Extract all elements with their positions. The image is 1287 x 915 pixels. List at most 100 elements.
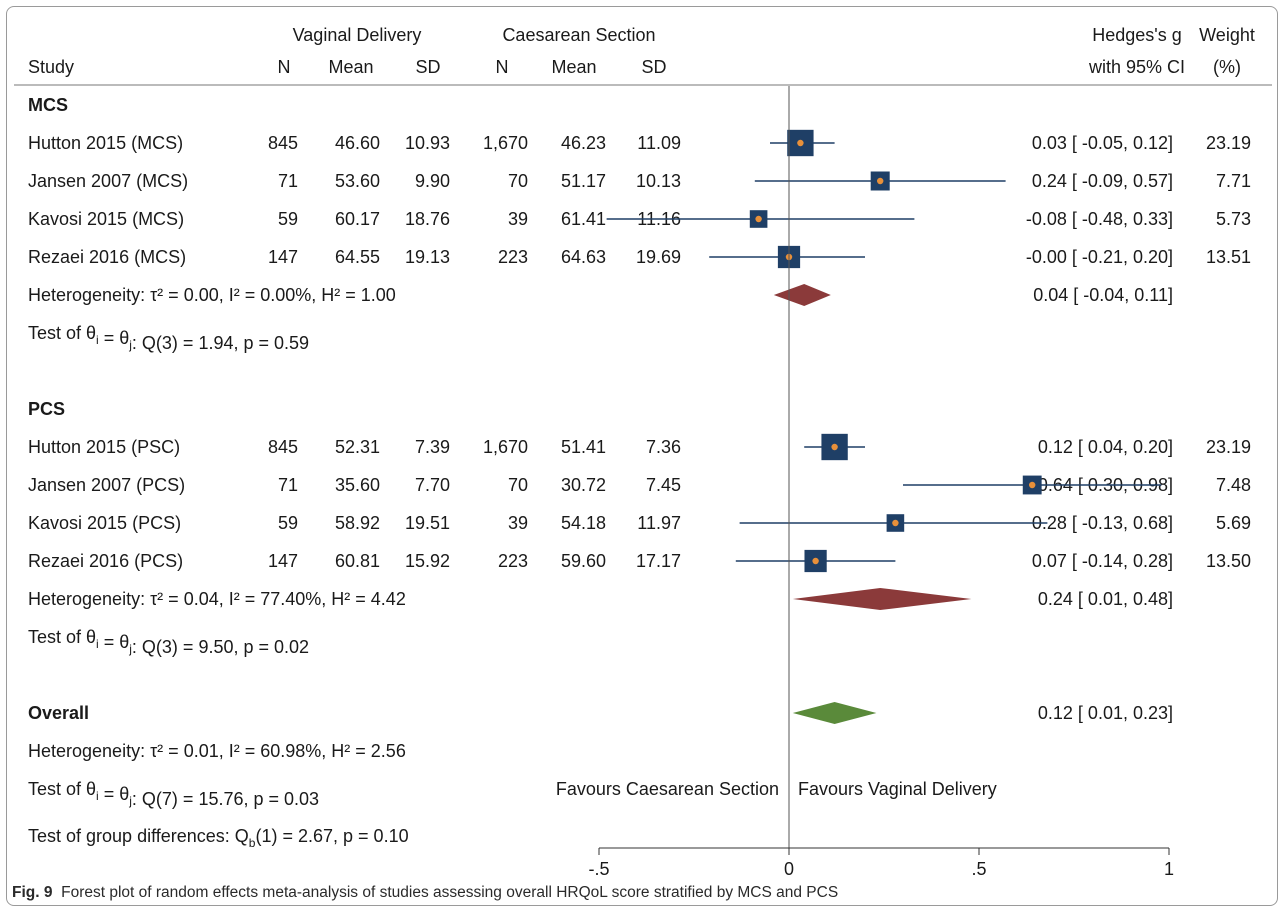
ci-text: 0.03 [ -0.05, 0.12] [1032,133,1173,153]
vd-sd-cell: 10.93 [405,133,450,153]
cs-n-cell: 70 [508,171,528,191]
study-point [1029,481,1036,489]
header-study: Study [28,57,74,77]
study-label: Rezaei 2016 (MCS) [28,247,186,267]
cs-mean-cell: 61.41 [561,209,606,229]
plot-layer: MCS Hutton 2015 (MCS) 845 46.60 10.93 1,670 46… [28,86,1251,879]
group-heading: PCS [28,399,65,419]
vd-sd-cell: 19.13 [405,247,450,267]
vd-mean-cell: 52.31 [335,437,380,457]
vd-n-cell: 71 [278,171,298,191]
vd-sd-cell: 18.76 [405,209,450,229]
cs-sd-cell: 19.69 [636,247,681,267]
vd-mean-cell: 60.81 [335,551,380,571]
ci-text: 0.12 [ 0.04, 0.20] [1038,437,1173,457]
cs-n-cell: 223 [498,247,528,267]
caption-text: Forest plot of random effects meta-analy… [61,884,839,901]
study-label: Rezaei 2016 (PCS) [28,551,183,571]
header-caesarean-group: Caesarean Section [502,25,655,45]
weight-text: 13.51 [1206,247,1251,267]
weight-text: 23.19 [1206,437,1251,457]
cs-sd-cell: 10.13 [636,171,681,191]
header-weight-line2: (%) [1213,57,1241,77]
weight-text: 13.50 [1206,551,1251,571]
weight-text: 7.71 [1216,171,1251,191]
weight-text: 23.19 [1206,133,1251,153]
vd-mean-cell: 60.17 [335,209,380,229]
vd-n-cell: 845 [268,437,298,457]
header-vd-n: N [278,57,291,77]
study-label: Kavosi 2015 (PCS) [28,513,181,533]
cs-mean-cell: 46.23 [561,133,606,153]
vd-mean-cell: 64.55 [335,247,380,267]
cs-n-cell: 1,670 [483,133,528,153]
cs-sd-cell: 17.17 [636,551,681,571]
cs-n-cell: 39 [508,513,528,533]
study-point [831,443,838,451]
header-cs-mean: Mean [551,57,596,77]
figure-frame [6,6,1278,906]
weight-text: 7.48 [1216,475,1251,495]
cs-n-cell: 39 [508,209,528,229]
study-point [812,557,819,565]
header-vd-mean: Mean [328,57,373,77]
vd-sd-cell: 7.70 [415,475,450,495]
header-vd-sd: SD [415,57,440,77]
cs-mean-cell: 51.17 [561,171,606,191]
ci-text: -0.08 [ -0.48, 0.33] [1026,209,1173,229]
heterogeneity-text: Heterogeneity: τ² = 0.00, I² = 0.00%, H²… [28,285,396,305]
ci-text: 0.28 [ -0.13, 0.68] [1032,513,1173,533]
subgroup-diamond [792,588,972,610]
study-label: Kavosi 2015 (MCS) [28,209,184,229]
homogeneity-test-text: Test of θi = θj: Q(3) = 9.50, p = 0.02 [28,627,309,657]
vd-n-cell: 71 [278,475,298,495]
x-tick-label: -.5 [588,859,609,879]
cs-mean-cell: 51.41 [561,437,606,457]
x-tick-label: 0 [784,859,794,879]
ci-text: 0.07 [ -0.14, 0.28] [1032,551,1173,571]
vd-mean-cell: 53.60 [335,171,380,191]
vd-sd-cell: 15.92 [405,551,450,571]
vd-sd-cell: 9.90 [415,171,450,191]
vd-mean-cell: 35.60 [335,475,380,495]
study-label: Hutton 2015 (PSC) [28,437,180,457]
vd-n-cell: 845 [268,133,298,153]
heterogeneity-text: Heterogeneity: τ² = 0.04, I² = 77.40%, H… [28,589,406,609]
overall-ci-text: 0.12 [ 0.01, 0.23] [1038,703,1173,723]
vd-n-cell: 59 [278,209,298,229]
header-cs-sd: SD [641,57,666,77]
caption-label: Fig. 9 [12,884,53,901]
weight-text: 5.69 [1216,513,1251,533]
cs-sd-cell: 11.97 [637,513,681,533]
favours-right-label: Favours Vaginal Delivery [798,779,997,799]
vd-n-cell: 59 [278,513,298,533]
vd-mean-cell: 58.92 [335,513,380,533]
cs-mean-cell: 54.18 [561,513,606,533]
homogeneity-test-text: Test of θi = θj: Q(3) = 1.94, p = 0.59 [28,323,309,353]
study-label: Jansen 2007 (PCS) [28,475,185,495]
weight-text: 5.73 [1216,209,1251,229]
study-point [755,215,762,223]
figure-caption: Fig. 9 Forest plot of random effects met… [12,884,1272,902]
ci-text: 0.24 [ -0.09, 0.57] [1032,171,1173,191]
cs-sd-cell: 7.36 [646,437,681,457]
vd-sd-cell: 7.39 [415,437,450,457]
vd-mean-cell: 46.60 [335,133,380,153]
vd-n-cell: 147 [268,551,298,571]
study-point [877,177,884,185]
favours-left-label: Favours Caesarean Section [556,779,779,799]
cs-mean-cell: 30.72 [561,475,606,495]
subgroup-diamond [773,284,831,306]
overall-test-text: Test of θi = θj: Q(7) = 15.76, p = 0.03 [28,779,319,809]
study-point [892,519,899,527]
cs-mean-cell: 59.60 [561,551,606,571]
overall-heading: Overall [28,703,89,723]
header-cs-n: N [496,57,509,77]
x-tick-label: .5 [971,859,986,879]
cs-n-cell: 1,670 [483,437,528,457]
study-point [797,139,804,147]
summary-ci-text: 0.04 [ -0.04, 0.11] [1033,285,1173,305]
cs-sd-cell: 11.09 [637,133,681,153]
vd-n-cell: 147 [268,247,298,267]
